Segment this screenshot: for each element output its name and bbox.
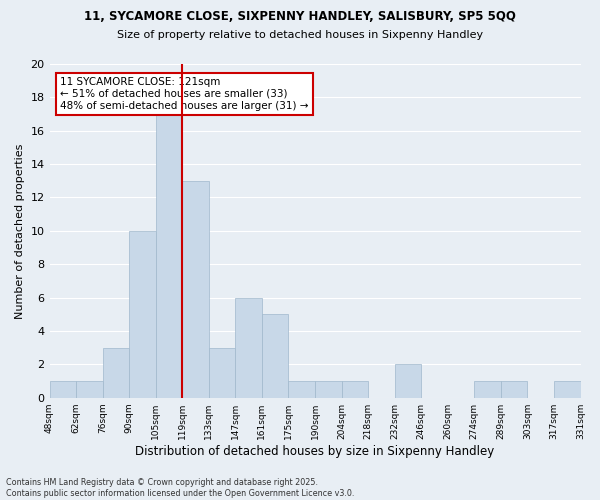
Bar bbox=[76, 381, 103, 398]
Text: Size of property relative to detached houses in Sixpenny Handley: Size of property relative to detached ho… bbox=[117, 30, 483, 40]
X-axis label: Distribution of detached houses by size in Sixpenny Handley: Distribution of detached houses by size … bbox=[136, 444, 494, 458]
Text: 11 SYCAMORE CLOSE: 121sqm
← 51% of detached houses are smaller (33)
48% of semi-: 11 SYCAMORE CLOSE: 121sqm ← 51% of detac… bbox=[60, 78, 308, 110]
Bar bbox=[315, 381, 341, 398]
Y-axis label: Number of detached properties: Number of detached properties bbox=[15, 143, 25, 318]
Bar bbox=[554, 381, 581, 398]
Bar bbox=[395, 364, 421, 398]
Bar bbox=[209, 348, 235, 398]
Bar bbox=[289, 381, 315, 398]
Text: Contains HM Land Registry data © Crown copyright and database right 2025.
Contai: Contains HM Land Registry data © Crown c… bbox=[6, 478, 355, 498]
Bar bbox=[182, 181, 209, 398]
Text: 11, SYCAMORE CLOSE, SIXPENNY HANDLEY, SALISBURY, SP5 5QQ: 11, SYCAMORE CLOSE, SIXPENNY HANDLEY, SA… bbox=[84, 10, 516, 23]
Bar bbox=[262, 314, 289, 398]
Bar bbox=[501, 381, 527, 398]
Bar bbox=[156, 114, 182, 398]
Bar bbox=[475, 381, 501, 398]
Bar bbox=[103, 348, 129, 398]
Bar bbox=[341, 381, 368, 398]
Bar bbox=[129, 231, 156, 398]
Bar bbox=[235, 298, 262, 398]
Bar bbox=[50, 381, 76, 398]
